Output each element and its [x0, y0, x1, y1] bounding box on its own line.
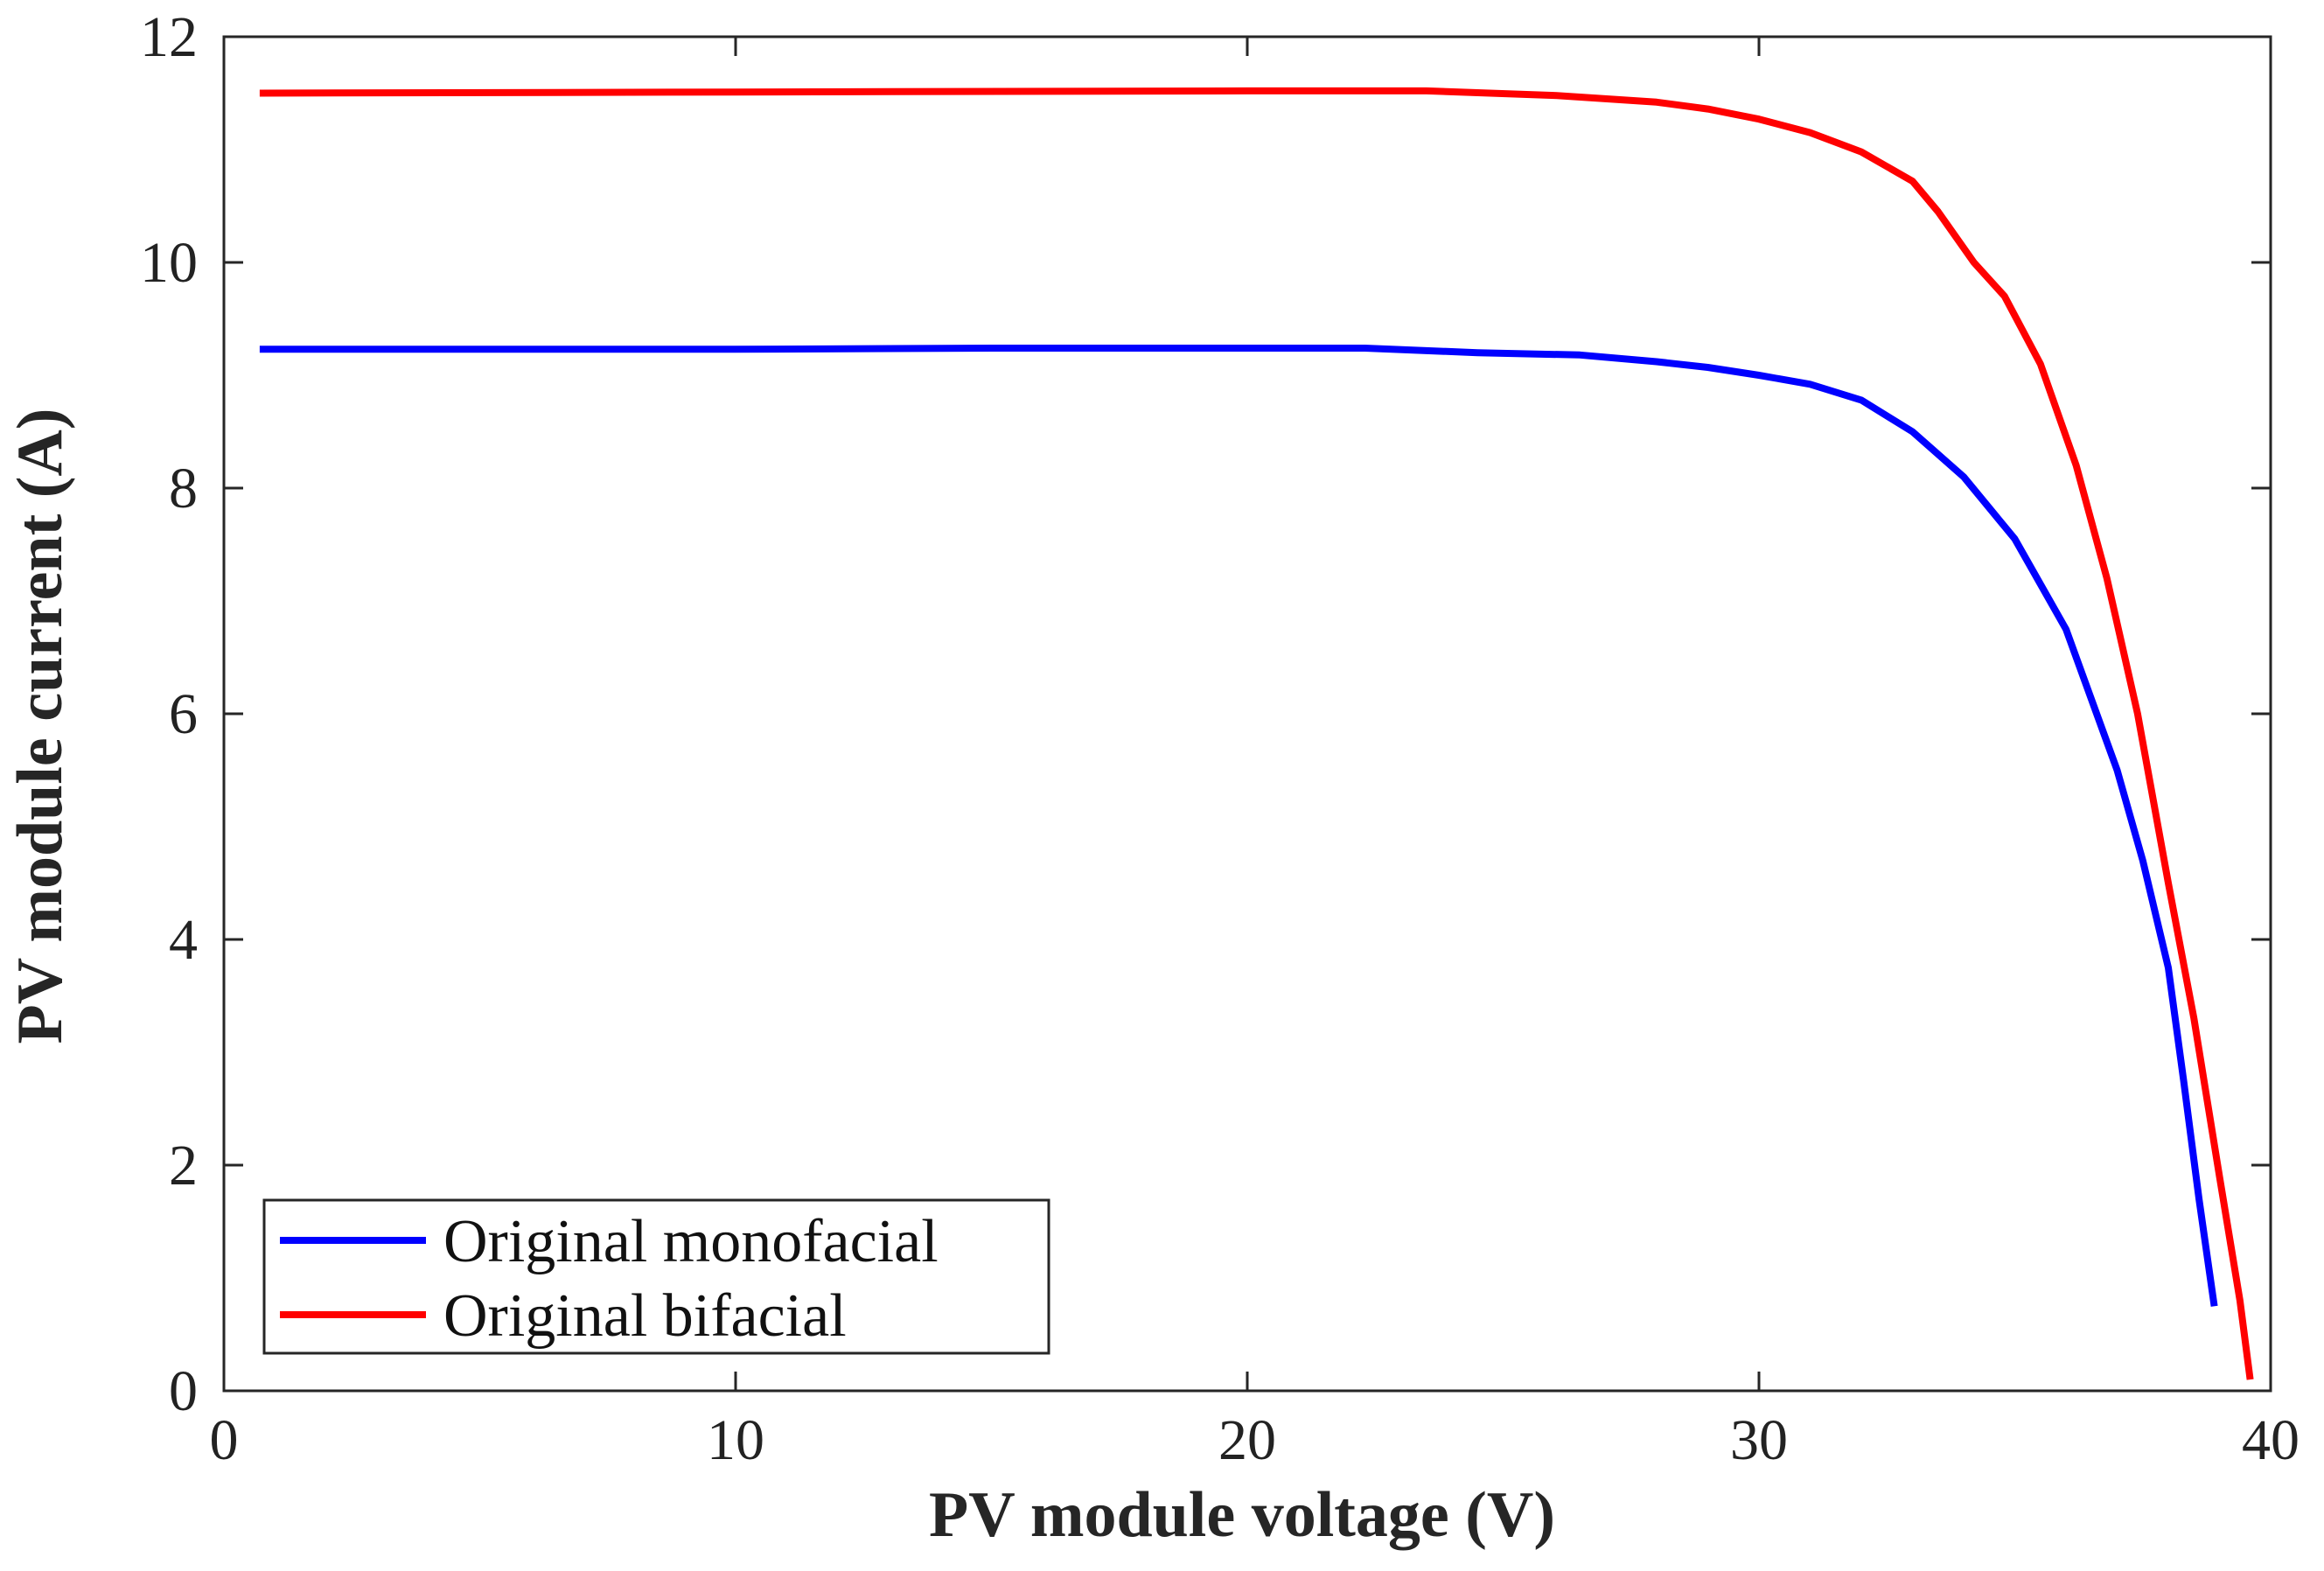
y-tick-label: 2: [169, 1134, 198, 1197]
x-tick-label: 10: [707, 1408, 764, 1472]
series-line-original-monofacial: [259, 345, 2218, 1307]
y-tick-label: 4: [169, 908, 198, 972]
y-tick-label: 12: [140, 5, 198, 69]
x-tick-label: 20: [1218, 1408, 1276, 1472]
y-tick-label: 8: [169, 457, 198, 520]
legend-label: Original monofacial: [443, 1208, 939, 1275]
x-tick-label: 40: [2242, 1408, 2300, 1472]
x-tick-label: 30: [1730, 1408, 1788, 1472]
y-tick-label: 6: [169, 682, 198, 746]
legend-label: Original bifacial: [443, 1282, 847, 1350]
x-axis-label: PV module voltage (V): [929, 1479, 1555, 1551]
y-axis-label: PV module current (A): [4, 408, 76, 1044]
y-tick-label: 0: [169, 1359, 198, 1423]
series-line-original-bifacial: [259, 87, 2254, 1380]
x-tick-label: 0: [210, 1408, 239, 1472]
y-tick-label: 10: [140, 231, 198, 295]
legend-box: [262, 1198, 1050, 1355]
